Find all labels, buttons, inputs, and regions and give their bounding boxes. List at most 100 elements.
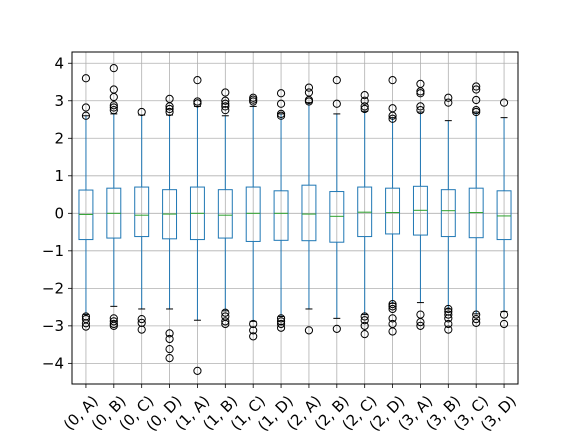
outlier-point	[304, 83, 314, 92]
box-7	[245, 93, 261, 341]
outlier-point	[109, 103, 118, 112]
outlier-point	[472, 315, 481, 324]
outlier-point	[165, 354, 174, 363]
outlier-point	[137, 107, 146, 117]
iqr-box	[385, 187, 401, 235]
box-1	[78, 74, 94, 331]
outlier-point	[472, 107, 481, 117]
outlier-point	[444, 310, 453, 319]
y-tick-label: 1	[54, 167, 64, 185]
outlier-point	[165, 334, 174, 344]
outlier-point	[472, 95, 481, 105]
box-5	[189, 76, 205, 375]
outlier-point	[81, 319, 91, 328]
outlier-point	[137, 315, 146, 324]
outlier-point	[416, 102, 425, 111]
outlier-point	[221, 88, 230, 97]
outlier-point	[444, 304, 453, 314]
y-tick-label: −2	[42, 279, 64, 297]
outlier-point	[221, 96, 230, 105]
box-8	[273, 89, 289, 332]
outlier-point	[165, 345, 174, 354]
outlier-point	[332, 324, 341, 333]
outlier-point	[276, 89, 286, 98]
outlier-point	[249, 319, 258, 329]
box-9	[301, 83, 317, 335]
y-tick-label: 3	[54, 92, 64, 110]
outlier-point	[444, 93, 453, 102]
outlier-point	[388, 114, 397, 123]
boxes	[78, 64, 512, 375]
outlier-point	[109, 64, 118, 73]
outlier-point	[360, 104, 369, 114]
outlier-point	[444, 325, 453, 334]
outlier-point	[221, 106, 230, 115]
outlier-point	[388, 76, 397, 85]
outlier-point	[444, 314, 453, 323]
y-tick-label: −3	[42, 317, 64, 335]
outlier-point	[360, 312, 369, 321]
y-tick-label: 4	[54, 54, 64, 72]
iqr-box	[496, 190, 512, 241]
iqr-box	[301, 184, 317, 242]
y-tick-label: 2	[54, 129, 64, 147]
outlier-point	[472, 318, 481, 327]
outlier-point	[249, 332, 258, 341]
outlier-point	[276, 99, 286, 108]
outlier-point	[249, 97, 258, 106]
outlier-point	[360, 321, 369, 330]
outlier-point	[249, 326, 258, 335]
outlier-point	[165, 107, 174, 117]
outlier-point	[81, 74, 91, 83]
outlier-point	[304, 326, 314, 335]
iqr-box	[134, 186, 150, 238]
outlier-point	[416, 106, 425, 115]
outlier-point	[388, 302, 397, 311]
outlier-point	[332, 99, 341, 108]
box-2	[106, 64, 122, 330]
outlier-point	[165, 102, 174, 111]
outlier-point	[360, 316, 369, 325]
outlier-point	[193, 99, 202, 108]
outlier-point	[360, 91, 369, 100]
box-11	[357, 91, 373, 339]
outlier-point	[221, 99, 230, 108]
outlier-point	[444, 98, 453, 107]
box-15	[468, 82, 484, 327]
outlier-point	[416, 89, 425, 98]
outlier-point	[109, 92, 118, 102]
outlier-point	[276, 317, 286, 326]
outlier-point	[109, 317, 118, 326]
outlier-point	[109, 321, 118, 330]
outlier-point	[193, 76, 202, 85]
box-4	[162, 94, 178, 363]
outlier-point	[416, 318, 425, 327]
outlier-point	[472, 85, 481, 94]
outlier-point	[221, 308, 230, 317]
outlier-point	[276, 111, 286, 120]
outlier-point	[388, 304, 397, 314]
outlier-point	[332, 76, 341, 85]
box-10	[329, 76, 345, 333]
plot-area	[72, 52, 518, 384]
outlier-point	[276, 314, 286, 323]
outlier-point	[444, 319, 453, 329]
axes-frame	[71, 51, 519, 385]
outlier-point	[221, 317, 230, 326]
outlier-point	[109, 106, 118, 115]
outlier-point	[304, 97, 314, 106]
outlier-point	[81, 103, 91, 112]
outlier-point	[137, 325, 146, 334]
outlier-point	[165, 329, 174, 338]
outlier-point	[388, 314, 397, 323]
outlier-point	[360, 102, 369, 111]
box-16	[496, 98, 512, 329]
outlier-point	[276, 323, 286, 332]
y-tick-label: −1	[42, 242, 64, 260]
outlier-point	[499, 319, 509, 329]
outlier-point	[221, 319, 230, 329]
outlier-point	[388, 327, 397, 336]
iqr-box	[273, 190, 289, 241]
box-3	[134, 107, 150, 334]
y-tick-label: −4	[42, 354, 64, 372]
